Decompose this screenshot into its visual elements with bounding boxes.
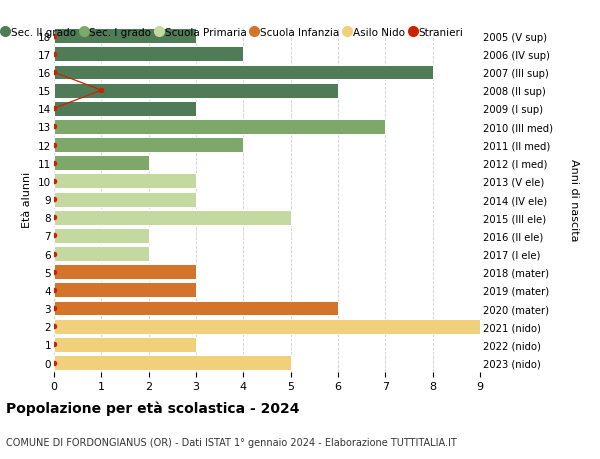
Text: Popolazione per età scolastica - 2024: Popolazione per età scolastica - 2024 xyxy=(6,401,299,415)
Bar xyxy=(54,319,480,334)
Bar xyxy=(54,265,196,280)
Bar xyxy=(54,301,338,316)
Bar xyxy=(54,229,149,243)
Text: COMUNE DI FORDONGIANUS (OR) - Dati ISTAT 1° gennaio 2024 - Elaborazione TUTTITAL: COMUNE DI FORDONGIANUS (OR) - Dati ISTAT… xyxy=(6,437,457,448)
Bar xyxy=(54,246,149,262)
Bar xyxy=(54,65,433,80)
Bar xyxy=(54,120,385,134)
Bar xyxy=(54,29,196,44)
Y-axis label: Età alunni: Età alunni xyxy=(22,172,32,228)
Bar xyxy=(54,192,196,207)
Legend: Sec. II grado, Sec. I grado, Scuola Primaria, Scuola Infanzia, Asilo Nido, Stran: Sec. II grado, Sec. I grado, Scuola Prim… xyxy=(2,28,463,38)
Bar xyxy=(54,47,244,62)
Bar xyxy=(54,355,290,370)
Y-axis label: Anni di nascita: Anni di nascita xyxy=(569,158,580,241)
Bar xyxy=(54,101,196,117)
Bar xyxy=(54,156,149,171)
Bar xyxy=(54,210,290,225)
Bar xyxy=(54,337,196,352)
Bar xyxy=(54,138,244,153)
Bar xyxy=(54,84,338,98)
Bar xyxy=(54,174,196,189)
Bar xyxy=(54,283,196,298)
